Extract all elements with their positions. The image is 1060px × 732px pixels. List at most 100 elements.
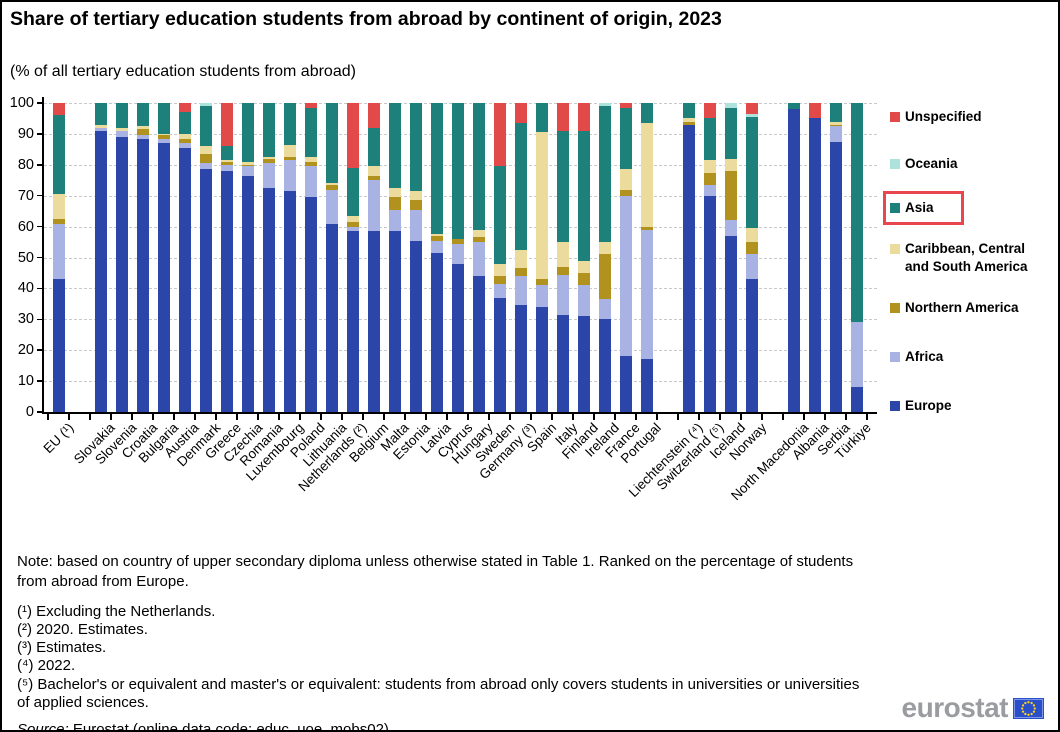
bar-segment-Caribbean, Central and South America [241,161,254,165]
bar-Switzerland (⁵) [703,103,716,412]
bar-segment-Europe [619,356,632,412]
bar-segment-Africa [472,242,485,277]
bar-segment-Asia [178,112,191,134]
legend-label: Caribbean, Central and South America [905,241,1028,274]
bar-segment-Caribbean, Central and South America [283,144,296,158]
y-tick-mark [37,225,42,228]
bar-segment-Caribbean, Central and South America [304,157,317,162]
bar-segment-Caribbean, Central and South America [535,132,548,280]
x-axis [42,412,877,414]
x-tick-mark [866,414,868,420]
bar-segment-Asia [577,130,590,261]
bar-segment-Asia [430,103,443,235]
bar-Portugal [640,103,653,412]
bar-segment-Europe [430,252,443,412]
y-tick-label-30: 30 [17,311,34,328]
bar-segment-Northern America [409,200,422,210]
legend-item-Northern America: Northern America [890,299,1052,317]
bar-segment-Africa [262,163,275,188]
bar-segment-Asia [787,103,800,110]
bar-segment-Unspecified [304,103,317,108]
x-tick-mark [47,414,49,420]
bar-Poland [304,103,317,412]
bar-segment-Northern America [493,276,506,284]
bar-Bulgaria [157,103,170,412]
bar-segment-Northern America [745,242,758,255]
legend-label: Asia [905,200,934,215]
bar-segment-Asia [514,123,527,250]
source-text: Eurostat (online data code: educ_uoe_mob… [68,721,389,732]
x-axis-label-text: EU (¹) [40,420,77,457]
x-tick-mark [740,414,742,420]
x-tick-mark [362,414,364,420]
eurostat-logo: eurostat [902,692,1044,724]
y-tick-mark [37,349,42,351]
x-tick-mark [404,414,406,420]
bar-Finland [577,103,590,412]
note-text: Note: based on country of upper secondar… [17,553,854,590]
source-line: Source: Eurostat (online data code: educ… [17,721,875,732]
bar-segment-Europe [220,170,233,412]
bar-segment-Europe [451,263,464,412]
bar-Cyprus [451,103,464,412]
bar-segment-Africa [283,160,296,192]
bar-segment-Europe [535,306,548,412]
legend-label: Oceania [905,156,958,171]
bar-segment-Caribbean, Central and South America [115,127,128,131]
y-tick-label-0: 0 [25,404,34,420]
bar-segment-Europe [703,195,716,412]
x-tick-mark [194,414,196,420]
bar-Germany (³) [514,103,527,412]
bar-Norway [745,103,758,412]
bar-Romania [262,103,275,412]
bar-segment-Africa [346,226,359,232]
bar-Estonia [409,103,422,412]
bar-segment-Unspecified [619,103,632,108]
bar-Luxembourg [283,103,296,412]
y-tick-mark [37,164,42,166]
bar-segment-Africa [640,229,653,360]
bar-segment-Africa [241,166,254,176]
bar-segment-Unspecified [556,103,569,131]
bar-segment-Caribbean, Central and South America [262,157,275,159]
bar-segment-Europe [409,240,422,412]
x-tick-mark [845,414,847,420]
bar-segment-Northern America [241,164,254,167]
bar-Serbia [829,103,842,412]
bar-segment-Europe [304,197,317,412]
bar-segment-Asia [493,166,506,264]
bar-segment-Caribbean, Central and South America [409,191,422,201]
bar-segment-Europe [829,141,842,412]
bar-segment-Africa [304,166,317,198]
y-tick-mark [37,411,42,413]
bar-segment-Asia [724,107,737,159]
bar-segment-Europe [388,231,401,412]
y-tick-mark [37,318,42,321]
legend-label: Europe [905,398,952,413]
bar-segment-Unspecified [52,103,65,116]
bar-segment-Caribbean, Central and South America [577,260,590,273]
x-tick-mark [68,414,70,420]
bar-segment-Asia [535,103,548,133]
bar-segment-Asia [703,118,716,161]
bar-segment-Asia [304,107,317,158]
bar-segment-Unspecified [346,103,359,168]
bar-segment-Asia [829,103,842,122]
legend-item-Africa: Africa [890,348,1052,366]
legend-item-Europe: Europe [890,397,1052,415]
y-tick-mark [37,102,42,104]
bar-segment-Africa [514,276,527,306]
bar-segment-Africa [850,322,863,388]
bar-segment-Northern America [535,279,548,286]
bar-Hungary [472,103,485,412]
bar-segment-Caribbean, Central and South America [388,188,401,198]
bar-segment-Asia [619,107,632,170]
bar-segment-Caribbean, Central and South America [745,228,758,243]
y-tick-mark [37,287,42,290]
notes: Note: based on country of upper secondar… [17,552,875,732]
bar-Czechia [241,103,254,412]
bar-Austria [178,103,191,412]
bar-segment-Caribbean, Central and South America [52,194,65,219]
legend-swatch [890,401,900,411]
bar-segment-Asia [745,116,758,229]
